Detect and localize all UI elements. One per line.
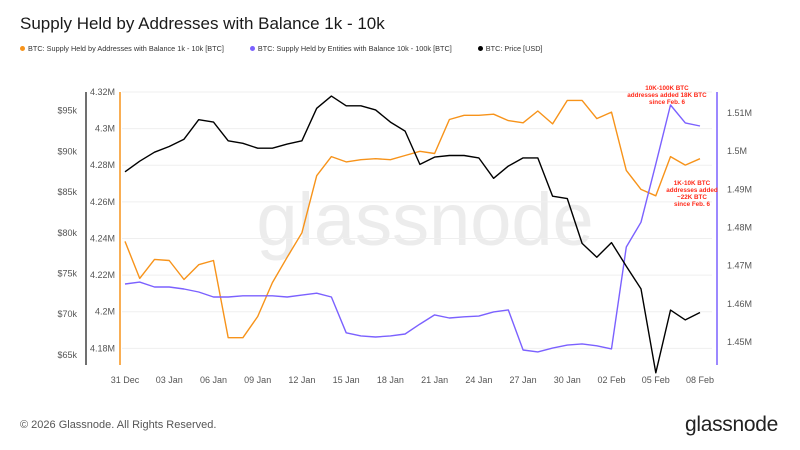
y-tick-label: $80k — [57, 228, 77, 238]
y-tick-label: $85k — [57, 187, 77, 197]
x-tick-label: 02 Feb — [598, 375, 626, 385]
x-tick-label: 27 Jan — [510, 375, 537, 385]
copyright: © 2026 Glassnode. All Rights Reserved. — [20, 419, 217, 431]
y-tick-label: $65k — [57, 350, 77, 360]
x-tick-label: 09 Jan — [244, 375, 271, 385]
y-tick-label: 1.49M — [727, 184, 752, 194]
chart-title: Supply Held by Addresses with Balance 1k… — [20, 14, 385, 33]
y-tick-label: 4.3M — [95, 124, 115, 134]
legend-label: BTC: Supply Held by Addresses with Balan… — [28, 44, 224, 53]
annotation-10k-100k: 10K-100K BTC — [645, 85, 689, 92]
x-tick-label: 31 Dec — [111, 375, 140, 385]
annotation-10k-100k: since Feb. 6 — [649, 99, 686, 106]
y-tick-label: 1.46M — [727, 299, 752, 309]
x-tick-label: 06 Jan — [200, 375, 227, 385]
series-line-price — [124, 95, 701, 374]
legend-dot-icon — [20, 46, 25, 51]
annotation-1k-10k: addresses added — [666, 187, 718, 194]
series-line-supply_1k_10k — [124, 99, 701, 339]
annotation-1k-10k: since Feb. 6 — [674, 201, 711, 208]
y-tick-label: $90k — [57, 146, 77, 156]
y-tick-label: 4.26M — [90, 197, 115, 207]
x-tick-label: 24 Jan — [465, 375, 492, 385]
legend-label: BTC: Supply Held by Entities with Balanc… — [257, 44, 452, 53]
y-tick-label: $95k — [57, 106, 77, 116]
y-tick-label: 4.28M — [90, 160, 115, 170]
x-tick-label: 15 Jan — [333, 375, 360, 385]
x-tick-label: 21 Jan — [421, 375, 448, 385]
legend-item-supply-10k-100k[interactable]: BTC: Supply Held by Entities with Balanc… — [249, 44, 452, 53]
x-tick-label: 30 Jan — [554, 375, 581, 385]
x-tick-label: 12 Jan — [288, 375, 315, 385]
y-tick-label: 1.51M — [727, 108, 752, 118]
series-line-supply_10k_100k — [124, 104, 701, 353]
annotation-10k-100k: addresses added 18K BTC — [627, 92, 707, 99]
y-tick-label: 4.24M — [90, 233, 115, 243]
x-tick-label: 08 Feb — [686, 375, 714, 385]
glassnode-logo[interactable]: glassnode — [684, 413, 778, 436]
annotation-1k-10k: 1K-10K BTC — [674, 180, 711, 187]
legend-dot-icon — [477, 46, 483, 51]
legend-item-price[interactable]: BTC: Price [USD] — [477, 44, 543, 53]
y-tick-label: 4.18M — [90, 343, 115, 353]
legend-dot-icon — [249, 46, 255, 51]
y-tick-label: $70k — [57, 309, 77, 319]
x-tick-label: 05 Feb — [642, 375, 670, 385]
y-tick-label: 1.45M — [727, 337, 752, 347]
y-tick-label: $75k — [57, 268, 77, 278]
x-tick-label: 18 Jan — [377, 375, 404, 385]
y-tick-label: 1.47M — [727, 261, 752, 271]
x-tick-label: 03 Jan — [156, 375, 183, 385]
y-tick-label: 4.22M — [90, 270, 115, 280]
legend: BTC: Supply Held by Addresses with Balan… — [20, 44, 543, 53]
watermark: glassnode — [256, 178, 593, 261]
y-tick-label: 4.2M — [95, 307, 115, 317]
y-tick-label: 1.48M — [727, 223, 752, 233]
y-tick-label: 4.32M — [90, 87, 115, 97]
legend-label: BTC: Price [USD] — [485, 44, 543, 53]
y-tick-label: 1.5M — [727, 146, 747, 156]
annotation-1k-10k: ~22K BTC — [677, 194, 707, 201]
legend-item-supply-1k-10k[interactable]: BTC: Supply Held by Addresses with Balan… — [20, 44, 224, 53]
